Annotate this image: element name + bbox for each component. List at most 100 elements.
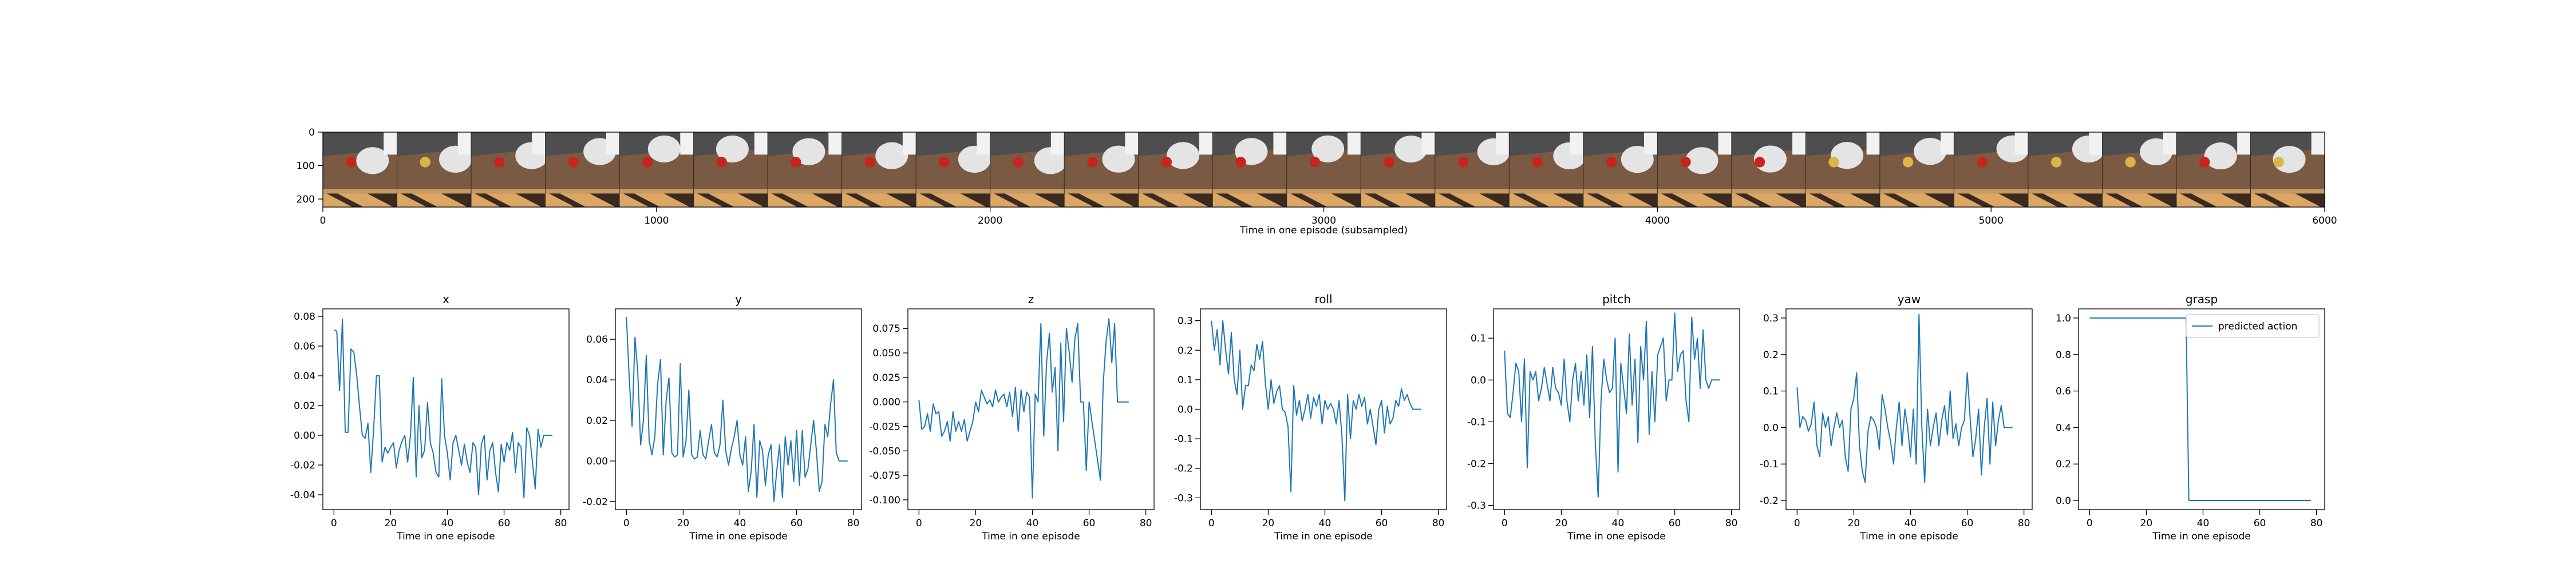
y-tick-label: 0.3 [1763, 313, 1779, 324]
frame-5 [693, 132, 768, 207]
frame-robot-arm [1718, 132, 1732, 155]
frame-robot-arm [2014, 132, 2028, 155]
frame-table-leg [1257, 193, 1287, 207]
frame-table-leg [400, 193, 438, 207]
frame-table-leg [812, 193, 842, 207]
axes-frame [907, 308, 1155, 510]
y-tick-label: 0.2 [1763, 349, 1779, 361]
frame-table-edge [1954, 189, 2029, 194]
frame-table-leg [2254, 193, 2291, 207]
frame-17 [1583, 132, 1658, 207]
frame-object [1828, 157, 1839, 168]
frame-table-leg [475, 193, 512, 207]
frame-table-edge [1286, 189, 1361, 194]
frame-16 [1508, 132, 1586, 207]
frame-table-leg [549, 193, 586, 207]
frame-object [1754, 157, 1765, 168]
y-tick-label: 1.0 [2056, 313, 2071, 324]
y-tick-label: -0.1 [1467, 416, 1486, 428]
frame-table-leg [326, 193, 364, 207]
plot-title: y [735, 292, 742, 306]
frame-table-top [619, 148, 694, 194]
frame-object [1606, 157, 1617, 168]
frame-table-edge [471, 189, 546, 194]
plot-z: z 0 20 40 60 80 -0.100 -0.075 -0.050 -0.025 0.000 0… [869, 292, 1155, 542]
filmstrip-x-axis-label: Time in one episode (subsampled) [1239, 225, 1408, 236]
frame-robot-gripper [875, 142, 908, 169]
frame-object [1235, 157, 1246, 168]
filmstrip-y-tick-label: 0 [309, 127, 315, 138]
frame-table-leg [1216, 193, 1254, 207]
plot-title: grasp [2186, 292, 2218, 306]
plot-pitch: pitch 0 20 40 60 80 -0.3 -0.2 -0.1 0.0 0.1 Time in … [1467, 292, 1740, 542]
series-line [1796, 313, 2013, 483]
frame-23 [2028, 132, 2105, 207]
frame-table-leg [590, 193, 620, 207]
x-tick-label: 80 [1140, 518, 1152, 529]
y-tick-label: 0.050 [872, 348, 900, 359]
series-line [333, 319, 552, 499]
frame-robot-arm [1199, 132, 1213, 155]
frame-table-edge [2250, 189, 2325, 194]
frame-25 [2176, 132, 2251, 207]
frame-robot-gripper [356, 147, 389, 174]
y-tick-label: 0.3 [1178, 316, 1193, 327]
frame-table-top [693, 148, 768, 194]
frame-table-edge [841, 189, 916, 194]
y-tick-label: 0.02 [294, 400, 315, 412]
frame-table-leg [1512, 193, 1550, 207]
frame-table-edge [1731, 189, 1806, 194]
frame-14 [1360, 132, 1436, 207]
plot-yaw: yaw 0 20 40 60 80 -0.2 -0.1 0.0 0.1 0.2 0.3 Time in … [1760, 292, 2033, 542]
x-tick-label: 80 [847, 518, 860, 529]
x-tick-label: 0 [1502, 518, 1508, 529]
y-tick-label: 0.1 [1178, 375, 1193, 386]
frame-table-edge [619, 189, 694, 194]
frame-11 [1138, 132, 1213, 207]
x-axis-label: Time in one episode [2152, 531, 2250, 542]
frame-robot-arm [1570, 132, 1583, 155]
frame-object [2199, 157, 2210, 168]
frame-20 [1805, 132, 1880, 207]
plot-roll: roll 0 20 40 60 80 -0.3 -0.2 -0.1 0.0 0.1 0.2 0.3 Tim… [1174, 292, 1447, 542]
frame-robot-arm [680, 132, 694, 155]
frame-19 [1731, 132, 1806, 207]
frame-table-leg [1627, 193, 1658, 207]
frame-object [2125, 157, 2136, 168]
frame-8 [915, 132, 991, 207]
frame-table-leg [1957, 193, 1995, 207]
frame-table-leg [1183, 193, 1213, 207]
y-tick-label: 0.8 [2056, 349, 2071, 361]
frame-table-edge [1509, 189, 1584, 194]
frame-table-leg [623, 193, 661, 207]
frame-table-leg [1850, 193, 1880, 207]
frame-robot-arm [1050, 132, 1065, 155]
frame-object [2050, 157, 2062, 168]
series-line [626, 317, 848, 502]
x-tick-label: 0 [916, 518, 922, 529]
action-plots: x0 20 40 60 80-0.04-0.020.000.020.040.060.08… [290, 292, 2325, 542]
y-tick-label: 0.025 [872, 372, 900, 384]
frame-table-edge [693, 189, 768, 194]
frame-table-leg [960, 193, 990, 207]
frame-table-leg [1735, 193, 1773, 207]
filmstrip-frames [323, 132, 2325, 207]
frame-10 [1064, 132, 1139, 207]
y-tick-label: 0.00 [294, 430, 315, 442]
plot-title: z [1028, 292, 1034, 306]
x-tick-label: 80 [555, 518, 567, 529]
frame-robot-arm [2163, 132, 2176, 155]
x-axis-label: Time in one episode [1274, 531, 1372, 542]
frame-robot-arm [1644, 132, 1658, 155]
frame-table-edge [1064, 189, 1139, 194]
y-tick-label: -0.2 [1174, 463, 1193, 475]
filmstrip-x-tick-label: 3000 [1311, 215, 1336, 227]
frame-robot-arm [1941, 132, 1954, 155]
x-tick-label: 20 [970, 518, 982, 529]
frame-object [1384, 157, 1394, 168]
frame-object [1087, 157, 1098, 168]
y-tick-label: 0.6 [2056, 386, 2071, 398]
x-tick-label: 60 [498, 518, 511, 529]
frame-table-leg [1034, 193, 1065, 207]
frame-table-leg [2072, 193, 2103, 207]
